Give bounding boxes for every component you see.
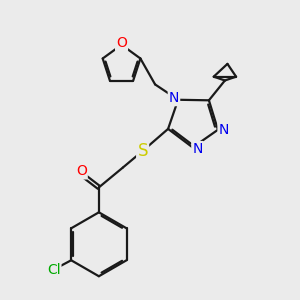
Text: O: O	[116, 36, 127, 50]
Text: Cl: Cl	[47, 263, 60, 277]
Text: S: S	[137, 142, 148, 160]
Text: N: N	[192, 142, 203, 156]
Text: O: O	[76, 164, 87, 178]
Text: N: N	[169, 91, 179, 105]
Text: N: N	[218, 123, 229, 137]
